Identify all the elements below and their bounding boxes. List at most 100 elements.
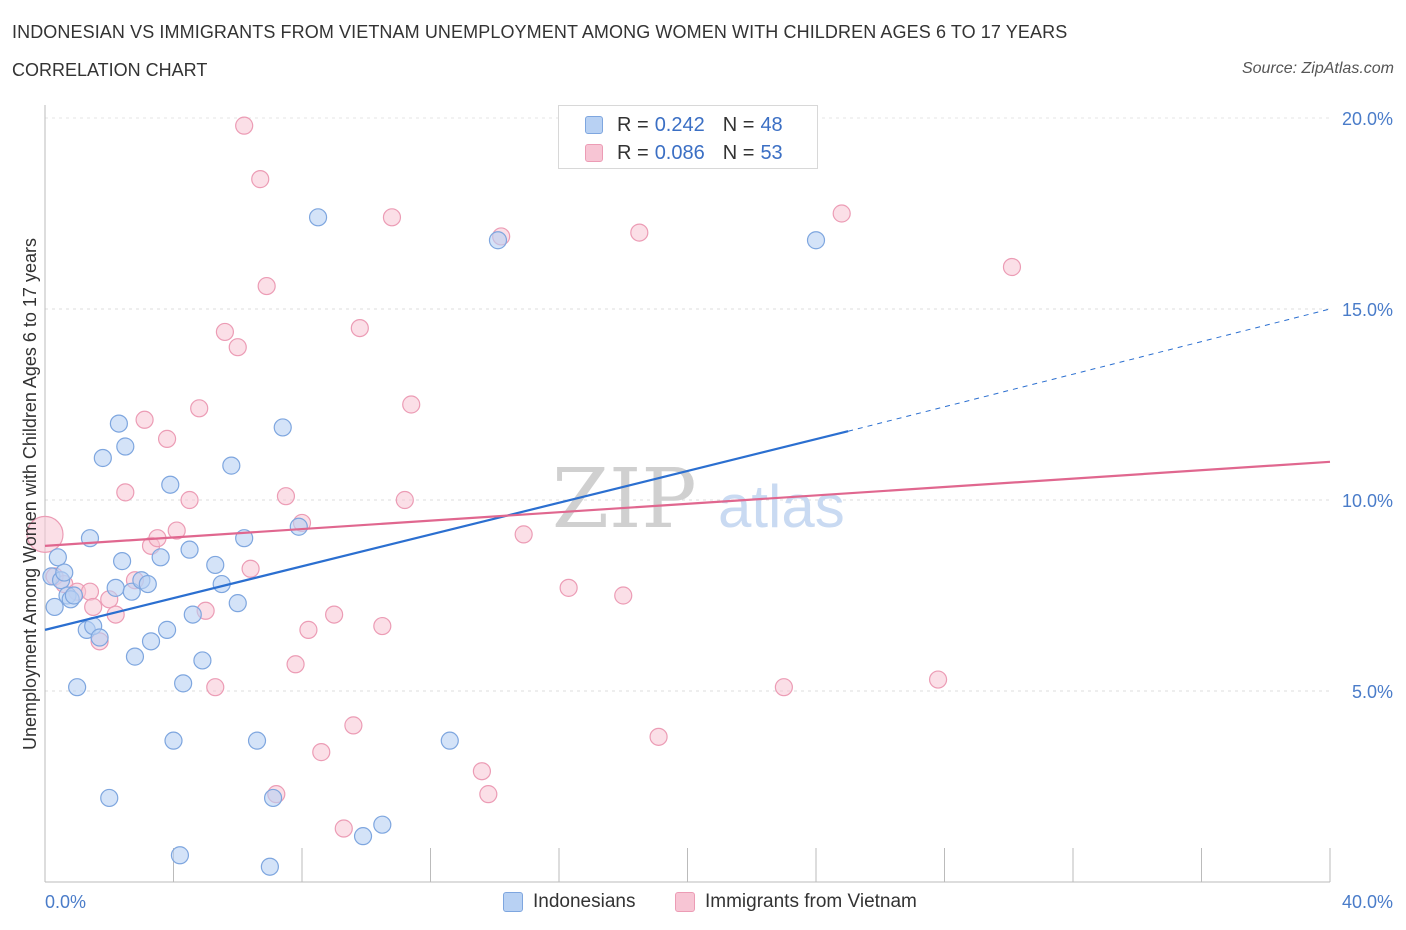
- vietnam-points: [26, 116, 1022, 838]
- indonesians-point: [48, 548, 67, 567]
- vietnam-point: [559, 578, 578, 597]
- vietnam-point: [235, 116, 254, 135]
- legend-r-value: 0.242: [654, 113, 705, 136]
- indonesians-point: [68, 678, 87, 697]
- vietnam-point: [614, 586, 633, 605]
- indonesians-point: [55, 563, 74, 582]
- indonesians-point: [164, 731, 183, 750]
- y-tick-label: 10.0%: [1342, 491, 1393, 511]
- legend-r-value: 0.086: [654, 141, 705, 164]
- vietnam-point: [649, 727, 668, 746]
- y-tick-label: 15.0%: [1342, 300, 1393, 320]
- vietnam-point: [206, 678, 225, 697]
- bottom-legend-label: Indonesians: [533, 891, 636, 912]
- vietnam-point: [276, 487, 296, 506]
- vietnam-point: [84, 597, 103, 617]
- indonesians-point: [247, 731, 267, 750]
- vietnam-point: [180, 490, 199, 510]
- vietnam-point: [167, 521, 186, 540]
- tick-labels: 5.0% 10.0% 15.0% 20.0% 0.0% 40.0%: [45, 109, 1393, 912]
- x-tick-label: 0.0%: [45, 892, 86, 912]
- vietnam-point: [135, 410, 154, 429]
- indonesians-point: [106, 578, 125, 597]
- vietnam-point: [228, 338, 247, 357]
- indonesians-point: [440, 731, 459, 750]
- vietnam-point: [395, 490, 414, 510]
- indonesians-point: [93, 448, 112, 468]
- vietnam-point: [190, 399, 209, 418]
- correlation-legend: R = 0.242 N = 48 R = 0.086 N = 53: [558, 105, 818, 169]
- vietnam-point: [1002, 257, 1022, 277]
- y-tick-label: 5.0%: [1352, 682, 1393, 702]
- indonesians-point: [90, 628, 109, 647]
- vietnam-point: [350, 319, 369, 338]
- indonesians-point: [488, 231, 508, 250]
- indonesians-point: [263, 788, 283, 808]
- vietnam-point: [402, 395, 421, 414]
- indonesians-point: [183, 605, 202, 624]
- vietnam-point: [80, 582, 100, 601]
- indonesians-point: [157, 620, 177, 639]
- vietnam-point: [325, 605, 344, 624]
- indonesians-point: [260, 857, 279, 876]
- vietnam-point: [26, 515, 64, 553]
- vietnam-point: [312, 743, 331, 762]
- indonesians-point: [138, 574, 157, 594]
- legend-r-label: R =: [617, 141, 649, 164]
- legend-n-value: 53: [760, 141, 783, 164]
- indonesians-point: [273, 418, 292, 437]
- y-tick-label: 20.0%: [1342, 109, 1393, 129]
- vietnam-point: [299, 620, 318, 639]
- indonesians-point: [806, 231, 826, 250]
- indonesians-trend-line: [44, 430, 849, 631]
- vietnam-point: [479, 785, 498, 804]
- indonesians-point: [308, 208, 328, 227]
- bottom-swatch-vietnam: [675, 892, 695, 912]
- vietnam-point: [832, 204, 851, 223]
- indonesians-point: [228, 594, 247, 613]
- source-label: Source: ZipAtlas.com: [1241, 60, 1394, 77]
- trend-lines: [44, 308, 1331, 631]
- legend-n-label: N =: [722, 113, 755, 136]
- indonesians-point: [289, 517, 308, 536]
- legend-n-label: N =: [722, 141, 755, 164]
- axes: [44, 105, 1331, 883]
- vietnam-point: [630, 223, 649, 242]
- indonesians-point: [125, 647, 145, 666]
- vietnam-point: [257, 276, 276, 296]
- vietnam-point: [774, 678, 793, 697]
- legend-swatch-vietnam: [585, 144, 603, 162]
- legend-row-indonesians: R = 0.242 N = 48: [585, 113, 783, 137]
- indonesians-point: [100, 788, 119, 808]
- indonesians-point: [174, 674, 193, 693]
- vietnam-point: [373, 616, 392, 636]
- vietnam-point: [116, 483, 135, 502]
- chart-title: INDONESIAN VS IMMIGRANTS FROM VIETNAM UN…: [12, 22, 1068, 42]
- indonesians-trend-extension: [848, 308, 1331, 432]
- vietnam-point: [215, 322, 234, 342]
- vietnam-point: [382, 208, 402, 227]
- legend-r-label: R =: [617, 113, 649, 136]
- legend-swatch-indonesians: [585, 116, 603, 134]
- x-tick-label: 40.0%: [1342, 892, 1393, 912]
- indonesians-point: [222, 456, 241, 475]
- vietnam-point: [928, 670, 948, 689]
- bottom-legend-label: Immigrants from Vietnam: [705, 891, 917, 912]
- vietnam-point: [472, 762, 491, 781]
- vietnam-point: [334, 819, 353, 838]
- indonesians-point: [64, 586, 84, 605]
- indonesians-point: [373, 815, 392, 834]
- indonesians-point: [109, 414, 128, 433]
- indonesians-point: [353, 827, 373, 846]
- vietnam-point: [251, 170, 270, 189]
- vietnam-trend-line: [44, 460, 1331, 547]
- indonesians-point: [151, 548, 170, 567]
- indonesians-point: [161, 475, 180, 494]
- chart-subtitle: CORRELATION CHART: [12, 60, 208, 80]
- y-axis-label: Unemployment Among Women with Children A…: [20, 238, 40, 750]
- vietnam-point: [157, 429, 177, 448]
- indonesians-point: [116, 437, 135, 456]
- indonesians-points: [42, 208, 826, 876]
- vietnam-point: [241, 559, 260, 578]
